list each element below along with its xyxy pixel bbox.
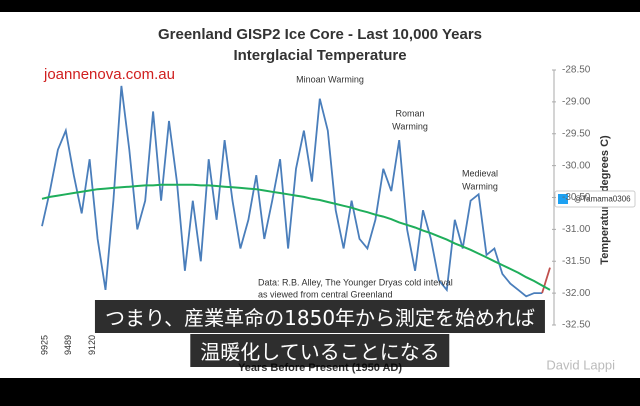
chart-subtitle: Interglacial Temperature	[233, 47, 406, 64]
y-tick-label: -31.00	[562, 224, 591, 235]
data-line	[541, 267, 551, 294]
annotation: as viewed from central Greenland	[258, 289, 393, 299]
y-tick-label: -32.50	[562, 320, 591, 331]
badge-text: @Tamama0306	[574, 195, 631, 204]
caption-line: 温暖化していることになる	[190, 334, 450, 367]
badge-box	[554, 190, 636, 208]
x-tick-label: 9120	[87, 335, 97, 355]
data-line	[41, 183, 551, 291]
twitter-icon	[558, 194, 568, 204]
annotation: Warming	[462, 181, 498, 191]
annotation: Minoan Warming	[296, 74, 364, 84]
chart-title: Greenland GISP2 Ice Core - Last 10,000 Y…	[158, 26, 482, 43]
annotation: Roman	[395, 108, 424, 118]
y-tick-label: -32.00	[562, 288, 591, 299]
y-tick-label: -31.50	[562, 256, 591, 267]
annotation: Data: R.B. Alley, The Younger Dryas cold…	[258, 277, 453, 287]
y-tick-label: -30.00	[562, 160, 591, 171]
data-line	[41, 85, 543, 298]
annotation: Medieval	[462, 168, 498, 178]
caption-line: つまり、産業革命の1850年から測定を始めれば	[94, 300, 546, 333]
y-tick-label: -28.50	[562, 65, 591, 76]
x-tick-label: 9925	[39, 335, 49, 355]
y-tick-label: -29.50	[562, 128, 591, 139]
source-label: joannenova.com.au	[43, 66, 175, 83]
y-tick-label: -29.00	[562, 97, 591, 108]
annotation: Warming	[392, 121, 428, 131]
watermark: David Lappi	[546, 357, 615, 372]
y-tick-label: -30.50	[562, 192, 591, 203]
x-tick-label: 9489	[63, 335, 73, 355]
